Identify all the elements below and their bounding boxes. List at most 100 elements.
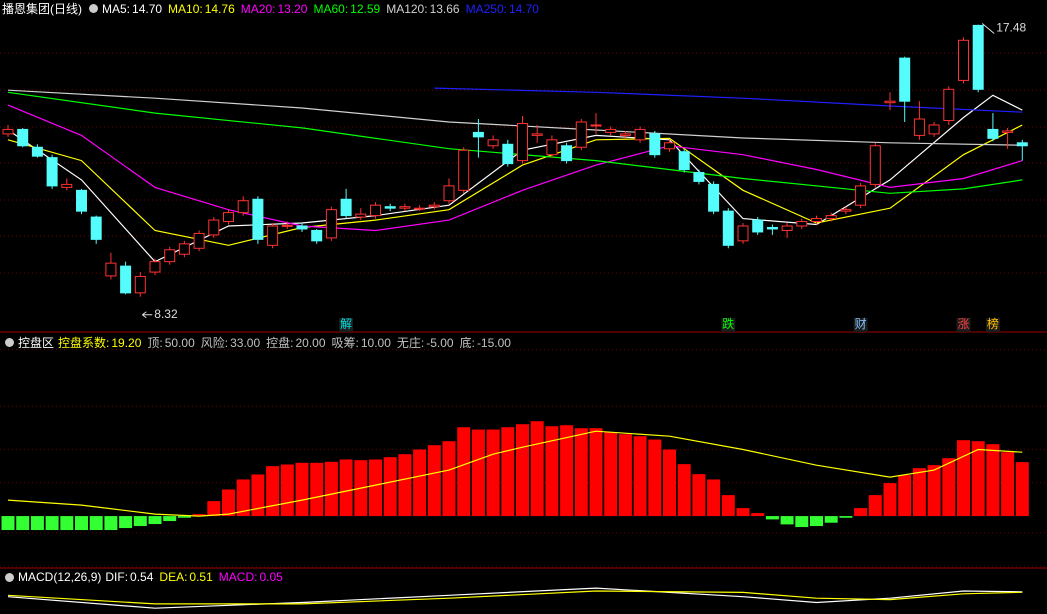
bar	[677, 464, 691, 517]
bar	[648, 439, 662, 517]
candle-body	[340, 198, 352, 217]
candle-body	[517, 122, 528, 162]
line	[7, 91, 1023, 194]
candle-body	[296, 225, 308, 230]
candle-body	[1002, 130, 1014, 133]
bar	[16, 516, 30, 531]
candle-body	[722, 210, 734, 246]
high-label: 17.48	[996, 21, 1026, 35]
candle-body	[472, 131, 484, 138]
bar	[516, 424, 529, 517]
candle-body	[811, 218, 822, 223]
bar	[765, 516, 779, 520]
candle-body	[414, 207, 426, 210]
level-name: 风险:	[200, 336, 229, 350]
candle-body	[267, 225, 279, 246]
bar	[501, 427, 515, 517]
bar	[824, 516, 838, 523]
bar	[751, 513, 765, 517]
candle-body	[664, 142, 675, 150]
legend-value: 14.76	[204, 1, 235, 16]
level-value: -15.00	[476, 335, 511, 350]
marker-bg	[339, 318, 354, 332]
marker: 榜	[987, 316, 999, 331]
candle-body	[428, 204, 440, 208]
legend-value: 12.59	[350, 1, 381, 16]
bar	[942, 458, 956, 517]
bar	[133, 516, 147, 527]
line	[7, 430, 1023, 517]
level-name: 底:	[459, 336, 475, 350]
legend-value: 0.05	[259, 570, 283, 584]
bar	[413, 449, 427, 517]
bar	[618, 434, 632, 517]
level-value: 10.00	[360, 335, 391, 350]
candle-body	[958, 39, 969, 81]
bar	[986, 444, 1000, 517]
bar	[486, 429, 500, 517]
legend-name: MA20:	[240, 1, 276, 16]
bar	[810, 516, 823, 527]
bar	[560, 425, 574, 517]
candle-body	[105, 262, 117, 277]
candle-body	[17, 128, 29, 147]
candle-body	[76, 189, 87, 212]
candle-body	[561, 145, 573, 162]
bar	[222, 489, 235, 517]
candle-body	[120, 265, 132, 294]
low-arrow	[142, 311, 153, 319]
candle-body	[2, 128, 14, 135]
candle-body	[913, 118, 925, 136]
candle-body	[223, 212, 234, 223]
candle-body	[634, 128, 646, 141]
bar	[75, 516, 88, 531]
candle-body	[531, 133, 543, 136]
candle-body	[575, 121, 587, 148]
bar	[192, 514, 206, 517]
bar	[1015, 462, 1029, 517]
candle-body	[693, 172, 705, 182]
bar	[721, 495, 735, 517]
candle-body	[987, 128, 999, 139]
low-label: 8.32	[154, 307, 178, 321]
bar	[883, 483, 897, 517]
bar	[1, 516, 15, 531]
bar	[971, 441, 985, 517]
candle-body	[443, 185, 455, 202]
marker: 财	[855, 317, 867, 331]
bar	[104, 516, 118, 531]
marker-bg	[721, 318, 736, 332]
candle-body	[1016, 142, 1028, 147]
bar	[604, 432, 618, 517]
legend-name: MA120:	[386, 1, 428, 16]
panel-title: 播恩集团(日线)	[2, 2, 82, 16]
candle-body	[252, 198, 264, 240]
candle-body	[502, 143, 514, 165]
candle-body	[869, 145, 881, 185]
level-name: 顶:	[147, 336, 163, 350]
level-value: 33.00	[230, 335, 261, 350]
candle-body	[46, 157, 58, 187]
level-value: 20.00	[295, 335, 326, 350]
candle-body	[208, 219, 220, 236]
candle-body	[178, 243, 190, 255]
bar	[736, 508, 750, 517]
bar	[868, 495, 882, 517]
legend-value: 14.70	[508, 1, 539, 16]
legend-value: 19.20	[111, 335, 142, 350]
level-value: -5.00	[426, 335, 454, 350]
panel-title: 控盘区	[18, 336, 55, 350]
legend: 控盘区 控盘系数: 19.20 顶: 50.00 风险: 33.00 控盘: 20.00 吸筹: 1…	[2, 334, 517, 351]
bar	[148, 516, 162, 525]
bar	[898, 475, 912, 517]
candle-body	[855, 185, 867, 206]
line	[434, 87, 1023, 113]
line	[7, 94, 1023, 263]
bar	[692, 474, 706, 517]
candle-body	[193, 232, 205, 249]
marker-bg	[985, 318, 1000, 332]
legend-name: MACD:	[218, 570, 258, 584]
candle-body	[281, 224, 293, 227]
legend-icon	[5, 572, 14, 582]
